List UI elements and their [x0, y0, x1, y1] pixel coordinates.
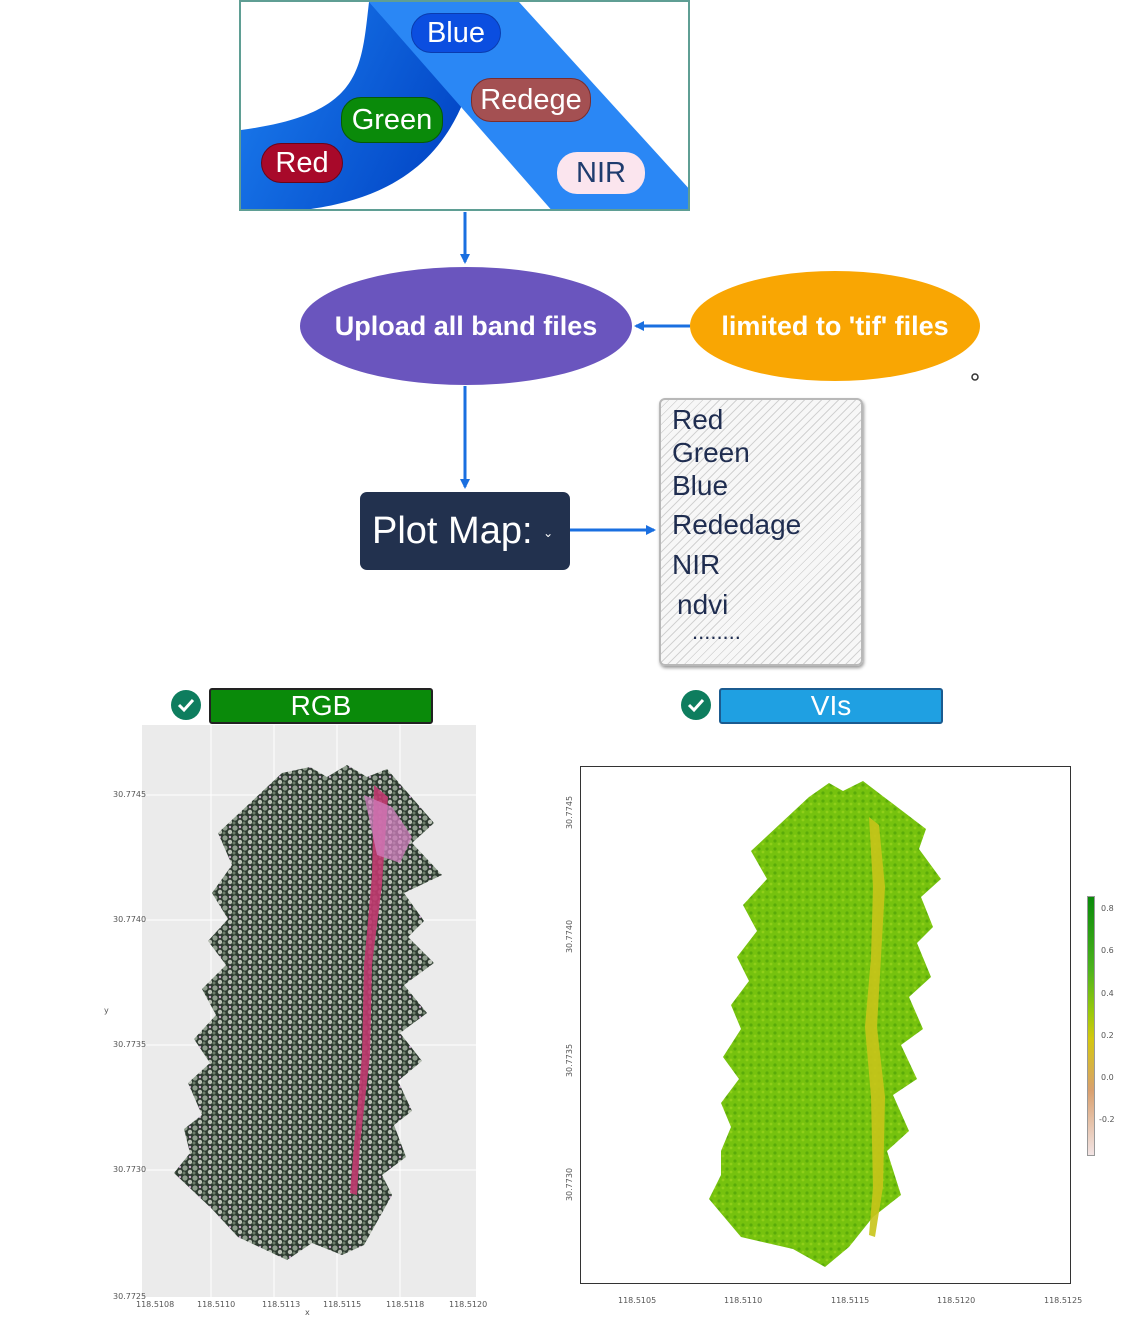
small-dot-icon	[971, 373, 979, 381]
band-label-nir: NIR	[557, 152, 645, 194]
option-rededage[interactable]: Rededage	[672, 509, 802, 540]
vi-legend-tick-6: -0.2	[1099, 1115, 1115, 1124]
option-nir[interactable]: NIR	[672, 549, 721, 580]
option-blue[interactable]: Blue	[672, 470, 729, 501]
vi-legend-tick-3: 0.4	[1101, 989, 1114, 998]
rgb-pink-strip	[350, 785, 388, 1195]
option-green[interactable]: Green	[672, 437, 750, 468]
rgb-ytick-4: 30.7730	[113, 1165, 147, 1174]
plot-map-box[interactable]: Plot Map: ⌄	[360, 492, 570, 570]
rgb-badge: RGB	[209, 688, 433, 724]
vi-xtick-5: 118.5125	[1044, 1296, 1083, 1305]
vi-field-shape	[709, 781, 941, 1267]
vis-badge: VIs	[719, 688, 943, 724]
vi-legend-tick-5: 0.0	[1101, 1073, 1114, 1082]
rgb-map-panel	[142, 725, 476, 1297]
vi-map-graphic	[709, 781, 941, 1267]
band-label-redege: Redege	[471, 78, 591, 122]
rgb-ytick-3: 30.7735	[113, 1040, 147, 1049]
vi-ytick-3: 30.7735	[565, 1043, 575, 1078]
rgb-xlabel: x	[305, 1308, 310, 1317]
vi-legend-tick-1: 0.8	[1101, 904, 1114, 913]
rgb-xtick-3: 118.5113	[262, 1300, 301, 1309]
upload-ellipse: Upload all band files	[300, 267, 632, 385]
rgb-ylabel: y	[104, 1006, 109, 1015]
upload-label: Upload all band files	[334, 310, 598, 341]
band-label-green: Green	[341, 97, 443, 143]
vi-legend-tick-4: 0.2	[1101, 1031, 1114, 1040]
rgb-xtick-4: 118.5115	[323, 1300, 362, 1309]
vi-map-frame	[580, 766, 1071, 1284]
limit-ellipse: limited to 'tif' files	[690, 271, 980, 381]
rgb-ytick-2: 30.7740	[113, 915, 147, 924]
vi-legend-bar	[1087, 896, 1095, 1156]
plot-map-label: Plot Map:	[372, 510, 533, 552]
rgb-xtick-6: 118.5120	[449, 1300, 488, 1309]
vi-yellow-strip	[865, 817, 885, 1237]
rgb-xtick-5: 118.5118	[386, 1300, 425, 1309]
rgb-xtick-2: 118.5110	[197, 1300, 236, 1309]
band-label-blue: Blue	[411, 13, 501, 53]
rgb-xtick-1: 118.5108	[136, 1300, 175, 1309]
option-ndvi[interactable]: ndvi	[677, 589, 729, 620]
rgb-ytick-5: 30.7725	[113, 1292, 147, 1301]
plot-options-box	[659, 398, 863, 666]
band-label-red: Red	[261, 143, 343, 183]
vi-xtick-1: 118.5105	[618, 1296, 657, 1305]
vi-ytick-4: 30.7730	[565, 1167, 575, 1202]
option-red[interactable]: Red	[672, 404, 724, 435]
chevron-down-icon[interactable]: ⌄	[543, 525, 554, 540]
option-more: ........	[692, 619, 741, 644]
vi-legend-tick-2: 0.6	[1101, 946, 1114, 955]
rgb-check-icon	[171, 690, 201, 720]
vi-ytick-2: 30.7740	[565, 919, 575, 954]
bands-panel: Blue Redege Green Red NIR	[239, 0, 690, 211]
vi-xtick-2: 118.5110	[724, 1296, 763, 1305]
vis-check-icon	[681, 690, 711, 720]
vi-xtick-3: 118.5115	[831, 1296, 870, 1305]
rgb-map-graphic	[142, 725, 476, 1297]
vi-ytick-1: 30.7745	[565, 795, 575, 830]
vi-xtick-4: 118.5120	[937, 1296, 976, 1305]
rgb-ytick-1: 30.7745	[113, 790, 147, 799]
limit-label: limited to 'tif' files	[721, 310, 949, 341]
flow-arrows	[460, 212, 979, 535]
